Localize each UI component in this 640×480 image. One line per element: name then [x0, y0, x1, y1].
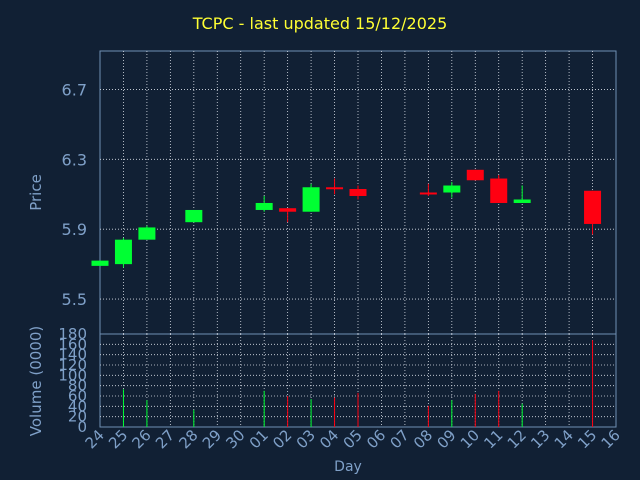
volume-tick-label: 140 [58, 346, 87, 364]
candle-body [443, 185, 461, 193]
x-tick-label: 05 [340, 426, 366, 452]
x-tick-label: 12 [504, 426, 530, 452]
x-tick-label: 03 [293, 426, 319, 452]
x-tick-label: 06 [363, 426, 389, 452]
x-tick-label: 14 [551, 426, 577, 452]
x-tick-label: 29 [199, 426, 225, 452]
candle-body [302, 187, 320, 212]
candle-body [419, 192, 437, 195]
x-tick-label: 30 [222, 426, 248, 452]
candle-body [91, 260, 109, 266]
candle-body [138, 227, 156, 240]
x-tick-label: 15 [574, 426, 600, 452]
x-tick-label: 26 [129, 426, 155, 452]
price-tick-label: 6.3 [62, 150, 87, 169]
x-axis-label: Day [334, 459, 362, 475]
volume-tick-label: 160 [58, 335, 87, 353]
x-tick-label: 25 [105, 426, 131, 452]
x-tick-label: 10 [457, 426, 483, 452]
x-tick-label: 08 [410, 426, 436, 452]
volume-tick-label: 100 [58, 366, 87, 384]
candle-body [279, 208, 297, 212]
candle-body [584, 190, 602, 224]
price-tick-label: 6.7 [62, 80, 87, 99]
price-tick-label: 5.9 [62, 220, 87, 239]
x-tick-label: 16 [598, 426, 624, 452]
price-tick-label: 5.5 [62, 290, 87, 309]
volume-tick-label: 0 [77, 418, 87, 436]
candle-body [114, 239, 132, 265]
volume-tick-label: 60 [68, 387, 87, 405]
volume-tick-label: 120 [58, 356, 87, 374]
chart-title: TCPC - last updated 15/12/2025 [192, 14, 448, 33]
x-tick-label: 02 [269, 426, 295, 452]
x-tick-label: 28 [175, 426, 201, 452]
price-axis-label: Price [27, 174, 45, 211]
x-tick-label: 13 [527, 426, 553, 452]
volume-tick-label: 20 [68, 408, 87, 426]
x-tick-label: 01 [246, 426, 272, 452]
candle-body [255, 202, 273, 210]
volume-tick-label: 40 [68, 397, 87, 415]
x-tick-label: 11 [480, 426, 506, 452]
x-tick-label: 04 [316, 426, 342, 452]
candle-body [349, 189, 367, 196]
candle-body [185, 209, 203, 223]
volume-tick-label: 180 [58, 325, 87, 343]
x-tick-label: 09 [433, 426, 459, 452]
x-tick-label: 27 [152, 426, 178, 452]
x-tick-label: 07 [387, 426, 413, 452]
volume-axis-label: Volume (0000) [27, 326, 45, 436]
volume-tick-label: 80 [68, 377, 87, 395]
candle-body [513, 199, 531, 203]
candle-body [490, 178, 508, 203]
candle-body [326, 187, 344, 190]
candle-body [466, 169, 484, 181]
